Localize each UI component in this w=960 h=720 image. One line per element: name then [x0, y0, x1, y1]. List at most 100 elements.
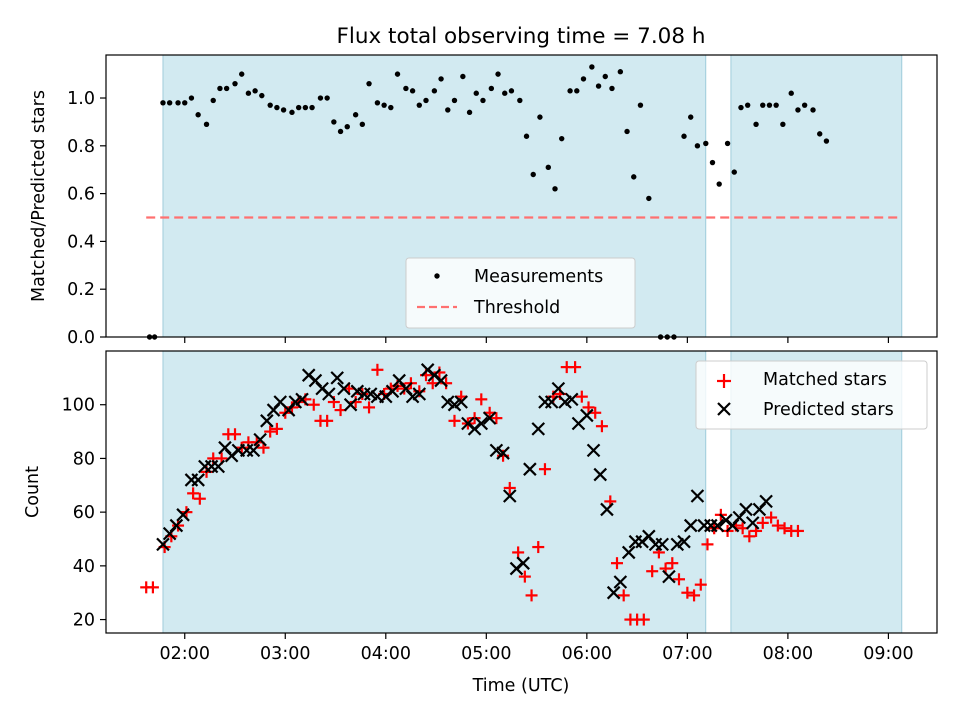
- measurement-point: [480, 97, 486, 104]
- measurement-point: [203, 121, 210, 128]
- matched-star-point: [512, 546, 525, 559]
- measurement-point: [259, 92, 265, 99]
- measurement-point: [460, 73, 466, 80]
- bottom-x-ticks: 02:00 03:00 04:00 05:00 06:00 07:00 08:00 09:00: [160, 633, 914, 664]
- measurement-point: [210, 97, 216, 104]
- measurement-point: [223, 85, 230, 92]
- matched-star-point: [694, 578, 707, 591]
- measurement-point: [795, 107, 801, 113]
- predicted-star-point: [739, 502, 753, 517]
- measurement-point: [366, 80, 372, 87]
- measurement-point: [508, 88, 515, 94]
- top-legend-box: [405, 257, 636, 329]
- predicted-star-point: [677, 534, 691, 549]
- measurement-point: [523, 133, 530, 139]
- measurement-point: [295, 104, 302, 111]
- predicted-star-point: [564, 392, 579, 407]
- top-axes-frame: [105, 54, 938, 338]
- predicted-star-point: [330, 371, 344, 385]
- matched-star-point: [756, 516, 769, 529]
- predicted-star-point: [343, 397, 358, 412]
- measurement-point: [359, 121, 366, 128]
- top-x-ticks: [184, 337, 890, 343]
- matched-star-point: [743, 530, 756, 543]
- measurement-point: [624, 128, 630, 135]
- predicted-star-point: [191, 473, 205, 487]
- legend-measurements-label: Measurements: [474, 267, 603, 287]
- measurement-point: [388, 104, 394, 111]
- matched-star-point: [363, 401, 376, 414]
- matched-star-point: [637, 613, 650, 626]
- measurement-point: [252, 88, 258, 94]
- predicted-star-point: [322, 387, 336, 401]
- measurement-point: [580, 76, 587, 82]
- bottom-ylabel: Count: [23, 466, 43, 518]
- matched-star-point: [475, 393, 488, 406]
- predicted-star-point: [502, 489, 517, 503]
- predicted-star-point: [613, 575, 628, 589]
- measurement-point: [517, 97, 523, 104]
- predicted-star-point: [211, 459, 226, 474]
- matched-star-point: [146, 581, 159, 594]
- predicted-star-point: [295, 392, 309, 407]
- predicted-star-point: [586, 443, 601, 458]
- measurement-point: [274, 104, 280, 111]
- matched-star-point: [349, 396, 362, 409]
- matched-star-point: [468, 412, 481, 425]
- matched-star-point: [791, 524, 804, 537]
- top-panel: 0.0 0.2 0.4 0.6 0.8 1.0 Matched/Predicted sta…: [29, 54, 938, 348]
- predicted-star-point: [600, 502, 614, 517]
- predicted-star-point: [662, 569, 676, 584]
- matched-star-point: [270, 422, 283, 435]
- predicted-star-point: [690, 489, 705, 503]
- y-tick-label: 0.6: [67, 185, 95, 205]
- measurement-point: [602, 73, 608, 80]
- matched-star-point: [426, 377, 439, 390]
- matched-star-point: [595, 420, 608, 433]
- measurement-point: [451, 97, 458, 104]
- predicted-star-point: [246, 443, 261, 458]
- matched-star-point: [538, 463, 551, 476]
- matched-star-point: [582, 401, 595, 414]
- measurement-point: [195, 112, 201, 118]
- measurement-point: [182, 100, 188, 106]
- predicted-star-point: [531, 422, 546, 436]
- matched-star-point: [371, 363, 384, 376]
- x-tick-label: 06:00: [562, 644, 612, 664]
- predicted-star-point: [745, 516, 760, 530]
- measurement-point: [473, 90, 479, 96]
- matched-star-point: [610, 557, 623, 570]
- measurement-point: [731, 169, 737, 175]
- measurement-point: [716, 181, 722, 187]
- measurement-point: [431, 88, 438, 94]
- matched-star-point: [701, 538, 714, 551]
- measurement-point: [280, 107, 287, 113]
- measurement-point: [239, 71, 245, 77]
- measurement-point: [631, 174, 637, 180]
- matched-star-point: [229, 428, 242, 441]
- measurement-point: [302, 104, 309, 111]
- measurement-point: [595, 83, 602, 89]
- figure-title: Flux total observing time = 7.08 h: [337, 24, 706, 49]
- measurement-point: [324, 95, 330, 101]
- measurement-point: [416, 102, 423, 108]
- bottom-y-ticks: 20 40 60 80 100: [62, 396, 106, 631]
- legend-predicted-label: Predicted stars: [763, 400, 894, 420]
- measurement-point: [574, 88, 580, 94]
- matched-star-point: [681, 586, 694, 599]
- measurement-point: [166, 100, 173, 106]
- y-tick-label: 0.2: [67, 280, 95, 300]
- measurement-point: [232, 80, 238, 87]
- y-tick-label: 40: [73, 557, 95, 577]
- bottom-legend: Matched stars Predicted stars: [695, 360, 928, 430]
- legend-matched-marker: [717, 374, 731, 388]
- measurement-point: [344, 123, 350, 130]
- measurement-point: [817, 131, 823, 137]
- bottom-legend-box: [695, 360, 928, 430]
- matched-star-point: [193, 492, 206, 505]
- measurement-point: [810, 107, 816, 113]
- predicted-star-point: [337, 381, 351, 396]
- measurement-point: [374, 100, 381, 106]
- predicted-star-point: [260, 414, 274, 428]
- measurement-point: [217, 85, 223, 92]
